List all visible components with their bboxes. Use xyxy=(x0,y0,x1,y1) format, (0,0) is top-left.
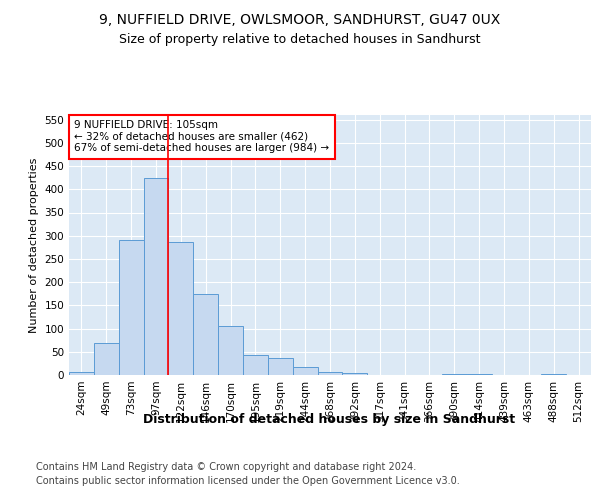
Bar xyxy=(442,374,467,375)
Bar xyxy=(317,372,343,375)
Bar xyxy=(293,367,317,375)
Bar xyxy=(218,326,243,375)
Bar xyxy=(467,374,491,375)
Bar xyxy=(69,372,94,375)
Bar xyxy=(119,240,143,375)
Text: 9, NUFFIELD DRIVE, OWLSMOOR, SANDHURST, GU47 0UX: 9, NUFFIELD DRIVE, OWLSMOOR, SANDHURST, … xyxy=(100,12,500,26)
Text: Distribution of detached houses by size in Sandhurst: Distribution of detached houses by size … xyxy=(143,412,515,426)
Bar xyxy=(243,355,268,375)
Text: 9 NUFFIELD DRIVE: 105sqm
← 32% of detached houses are smaller (462)
67% of semi-: 9 NUFFIELD DRIVE: 105sqm ← 32% of detach… xyxy=(74,120,329,154)
Bar xyxy=(541,374,566,375)
Text: Contains public sector information licensed under the Open Government Licence v3: Contains public sector information licen… xyxy=(36,476,460,486)
Bar xyxy=(94,342,119,375)
Y-axis label: Number of detached properties: Number of detached properties xyxy=(29,158,39,332)
Bar xyxy=(169,242,193,375)
Bar xyxy=(343,372,367,375)
Bar xyxy=(143,178,169,375)
Bar xyxy=(268,358,293,375)
Text: Size of property relative to detached houses in Sandhurst: Size of property relative to detached ho… xyxy=(119,32,481,46)
Bar xyxy=(193,294,218,375)
Text: Contains HM Land Registry data © Crown copyright and database right 2024.: Contains HM Land Registry data © Crown c… xyxy=(36,462,416,472)
